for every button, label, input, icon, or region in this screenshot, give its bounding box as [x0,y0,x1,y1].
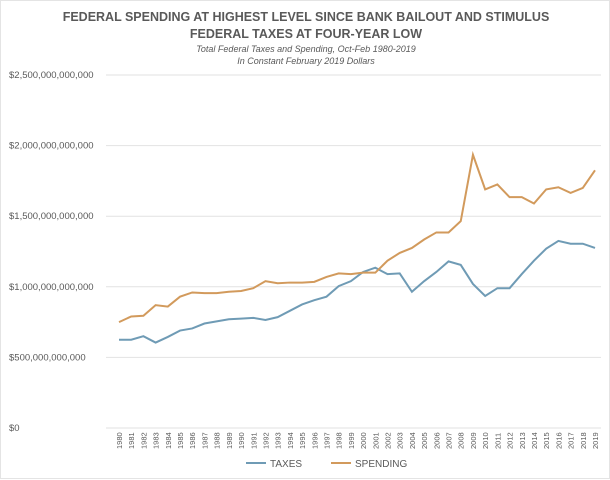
x-tick-label: 2002 [384,432,393,449]
x-tick-label: 2015 [542,432,551,449]
x-tick-label: 2007 [445,432,454,449]
x-tick-label: 1988 [213,432,222,449]
x-tick-label: 1998 [335,432,344,449]
legend-label: TAXES [270,459,302,470]
x-tick-label: 2003 [396,432,405,449]
x-tick-label: 1994 [286,432,295,449]
x-tick-label: 1980 [115,432,124,449]
x-tick-label: 1996 [310,432,319,449]
y-tick-label: $2,000,000,000,000 [9,141,94,152]
x-tick-label: 1993 [274,432,283,449]
x-tick-label: 2018 [579,432,588,449]
x-tick-label: 2011 [493,433,502,449]
x-tick-label: 2005 [420,432,429,449]
x-tick-label: 2006 [432,432,441,449]
x-tick-label: 1997 [322,432,331,449]
x-tick-label: 1992 [261,432,270,449]
chart-subtitle: Total Federal Taxes and Spending, Oct-Fe… [196,44,415,54]
y-tick-label: $1,000,000,000,000 [9,282,94,293]
x-tick-label: 1989 [225,432,234,449]
x-tick-label: 2012 [506,432,515,449]
x-tick-label: 1990 [237,432,246,449]
series-line-taxes [119,239,596,344]
x-tick-label: 2008 [457,432,466,449]
x-tick-label: 2017 [567,432,576,449]
chart-title-2: FEDERAL TAXES AT FOUR-YEAR LOW [190,27,422,41]
chart-subtitle-2: In Constant February 2019 Dollars [237,56,375,66]
x-tick-label: 1983 [152,432,161,449]
x-tick-label: 1999 [347,432,356,449]
x-tick-label: 1995 [298,432,307,449]
x-tick-label: 2013 [518,432,527,449]
x-tick-label: 1981 [127,432,136,449]
y-tick-label: $500,000,000,000 [9,352,86,363]
x-tick-label: 2001 [371,432,380,449]
x-tick-label: 2016 [554,432,563,449]
y-tick-label: $1,500,000,000,000 [9,211,94,222]
x-tick-label: 1985 [176,432,185,449]
chart-title: FEDERAL SPENDING AT HIGHEST LEVEL SINCE … [63,10,550,24]
x-tick-label: 2019 [591,432,600,449]
series-line-spending [118,150,596,324]
x-tick-label: 1984 [164,432,173,449]
x-tick-label: 2009 [469,432,478,449]
x-tick-label: 1982 [139,432,148,449]
x-tick-label: 1991 [249,432,258,449]
x-tick-label: 1987 [200,432,209,449]
x-tick-label: 2014 [530,432,539,449]
y-tick-label: $0 [9,423,20,434]
x-tick-label: 1986 [188,432,197,449]
x-tick-label: 2004 [408,432,417,449]
x-tick-label: 2000 [359,432,368,449]
legend-label: SPENDING [355,459,407,470]
y-tick-label: $2,500,000,000,000 [9,70,94,81]
x-tick-label: 2010 [481,432,490,449]
